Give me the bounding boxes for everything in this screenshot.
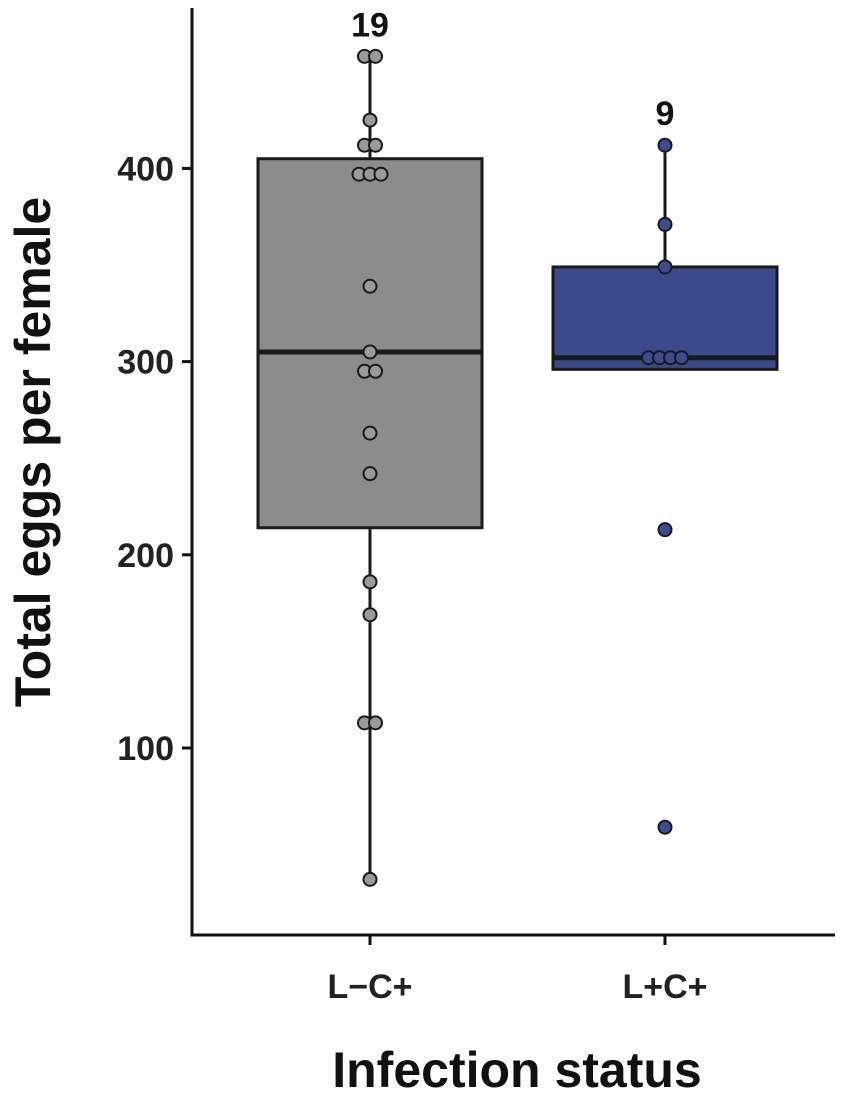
- y-ticks: 100 200 300 400: [117, 150, 192, 768]
- data-point: [657, 522, 673, 538]
- data-point: [362, 871, 378, 887]
- data-point: [362, 425, 378, 441]
- x-tick-label: L+C+: [622, 968, 707, 1006]
- data-point: [368, 137, 383, 153]
- data-point: [657, 137, 673, 153]
- plot-area: 19 9: [256, 6, 779, 887]
- data-point: [362, 344, 378, 360]
- data-point: [368, 715, 383, 731]
- sample-size-label: 9: [656, 95, 675, 133]
- data-point: [657, 259, 673, 275]
- data-point: [362, 112, 378, 128]
- x-axis-title: Infection status: [332, 1042, 701, 1096]
- box-group: [551, 145, 779, 371]
- data-point: [368, 363, 383, 379]
- data-point: [362, 607, 378, 623]
- x-axis: L−C+ L+C+: [190, 933, 835, 1006]
- x-tick-label: L−C+: [327, 968, 412, 1006]
- sample-size-label: 19: [351, 6, 389, 44]
- y-tick-label: 200: [117, 537, 174, 575]
- data-point: [362, 466, 378, 482]
- y-tick-label: 100: [117, 730, 174, 768]
- data-point: [373, 166, 389, 182]
- data-point: [362, 278, 378, 294]
- box-iqr: [551, 265, 779, 371]
- data-point: [657, 216, 673, 232]
- data-point: [368, 48, 383, 64]
- data-point: [362, 574, 378, 590]
- y-tick-label: 300: [117, 344, 174, 382]
- data-point: [657, 819, 673, 835]
- y-axis: 100 200 300 400: [117, 8, 194, 937]
- data-point: [674, 350, 689, 366]
- x-ticks: L−C+ L+C+: [327, 935, 708, 1006]
- y-axis-title: Total eggs per female: [5, 197, 61, 707]
- y-tick-label: 400: [117, 150, 174, 188]
